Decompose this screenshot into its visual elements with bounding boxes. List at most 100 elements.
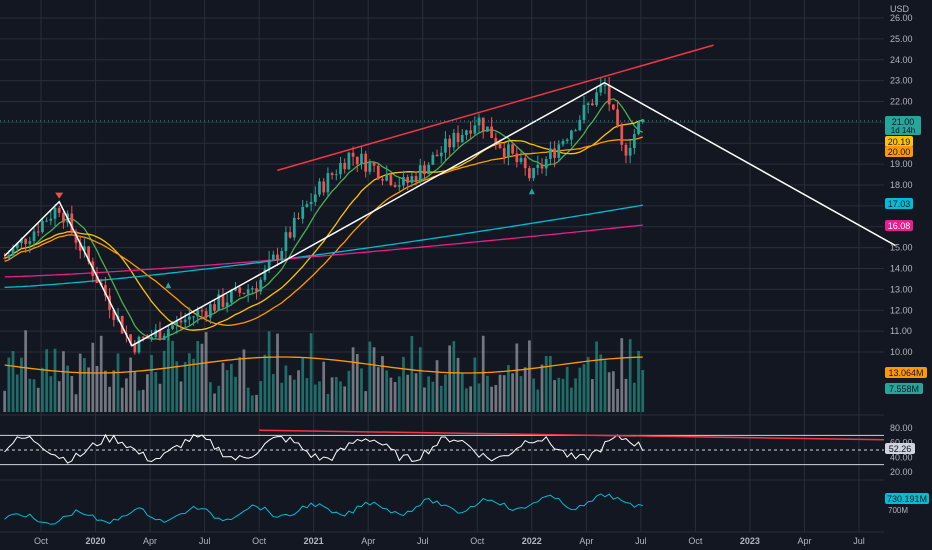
candle-body <box>162 335 166 340</box>
candle-body <box>146 337 149 339</box>
volume-bar <box>423 387 426 412</box>
candle-body <box>578 119 582 131</box>
candle-body <box>313 194 317 202</box>
volume-bar <box>280 382 284 412</box>
volume-bar <box>448 345 452 412</box>
candle-body <box>591 103 594 106</box>
rsi-tick-label: 20.00 <box>890 467 913 477</box>
badge-last-price: 21.00 1d 14h <box>885 116 921 135</box>
time-tick-label: Jul <box>199 536 211 546</box>
candle-body <box>217 294 221 311</box>
candle-body <box>250 288 254 290</box>
volume-bar <box>95 365 99 412</box>
candle-body <box>616 109 619 126</box>
volume-bar <box>439 385 443 412</box>
volume-bar <box>431 381 435 412</box>
candle-body <box>32 231 36 242</box>
volume-bar <box>259 381 263 412</box>
volume-bar <box>351 347 355 412</box>
price-axis[interactable]: 26.00 25.00 24.00 23.00 22.00 21.00 20.00 19.00… <box>890 13 913 357</box>
volume-bar <box>599 354 603 412</box>
volume-bar <box>187 353 191 412</box>
candle-body <box>376 165 380 180</box>
moving-averages <box>4 98 644 341</box>
candle-body <box>393 185 397 187</box>
candle-body <box>305 204 309 207</box>
time-tick-label: Apr <box>361 536 375 546</box>
volume-bar <box>339 381 342 412</box>
price-tick-label: 26.00 <box>890 13 913 23</box>
currency-label: USD <box>890 4 910 14</box>
candle-body <box>309 201 313 205</box>
candle-body <box>641 119 645 122</box>
volume-bar <box>70 376 74 412</box>
volume-bar <box>561 378 565 412</box>
time-tick-label: 2021 <box>304 536 324 546</box>
candle-body <box>397 185 401 187</box>
candle-body <box>53 207 57 219</box>
candle-body <box>83 246 86 251</box>
volume-bar <box>7 357 11 412</box>
candle-body <box>612 104 615 110</box>
rsi-divergence-line <box>259 429 885 441</box>
volume-bar <box>410 336 414 412</box>
volume-bar <box>381 356 384 412</box>
volume-bar <box>146 374 149 412</box>
volume-bar <box>565 366 569 412</box>
candle-body <box>318 181 321 195</box>
obv-line <box>4 493 643 525</box>
volume-bar <box>309 333 313 412</box>
candle-body <box>70 213 74 232</box>
candle-body <box>355 156 359 165</box>
candle-body <box>444 138 447 153</box>
price-tick-label: 14.00 <box>890 264 913 274</box>
candle-body <box>628 147 632 156</box>
rsi-tick-label: 80.00 <box>890 423 913 433</box>
volume-bar <box>624 378 628 412</box>
volume-bar <box>578 367 582 412</box>
volume-bar <box>297 370 300 412</box>
volume-avg-line <box>4 356 643 374</box>
volume-bar <box>519 376 523 412</box>
time-tick-label: 2020 <box>86 536 106 546</box>
volume-bar <box>175 361 179 412</box>
candle-body <box>418 165 422 182</box>
volume-bar <box>427 376 431 412</box>
candle-body <box>288 232 292 238</box>
volume-bar <box>502 375 506 412</box>
rsi-axis: 80.00 60.00 40.00 20.00 <box>890 423 913 477</box>
candle-body <box>95 275 99 284</box>
buy-marker <box>165 282 172 289</box>
volume-bar <box>452 341 456 412</box>
candle-body <box>570 130 573 140</box>
time-tick-label: Oct <box>688 536 703 546</box>
rsi-tick-label: 40.00 <box>890 452 913 462</box>
volume-bar <box>414 373 418 412</box>
candle-body <box>238 287 242 293</box>
candle-body <box>246 289 250 294</box>
volume-bar <box>154 372 158 412</box>
price-tick-label: 15.00 <box>890 243 913 253</box>
volume-bar <box>313 384 317 412</box>
time-axis[interactable]: Oct 2020 Apr Jul Oct 2021 Apr Jul Oct 2022 Apr Jul O… <box>34 536 865 546</box>
candle-body <box>179 320 183 323</box>
candle-body <box>528 168 531 179</box>
grid <box>0 0 884 532</box>
candle-body <box>41 221 44 233</box>
candle-body <box>3 258 7 260</box>
candle-body <box>271 254 275 260</box>
volume-bar <box>137 390 141 412</box>
volume-bar <box>271 374 275 412</box>
badge-volume-avg: 13.064M <box>885 367 927 378</box>
volume-bar <box>570 387 573 412</box>
volume-bar <box>24 330 27 412</box>
volume-bar <box>582 364 586 412</box>
candle-body <box>229 290 233 303</box>
volume-bar <box>41 367 44 412</box>
volume-bar <box>213 393 216 412</box>
candle-body <box>208 304 212 318</box>
volume-bar <box>549 356 552 412</box>
candle-body <box>603 85 607 87</box>
volume-bar <box>628 339 632 412</box>
